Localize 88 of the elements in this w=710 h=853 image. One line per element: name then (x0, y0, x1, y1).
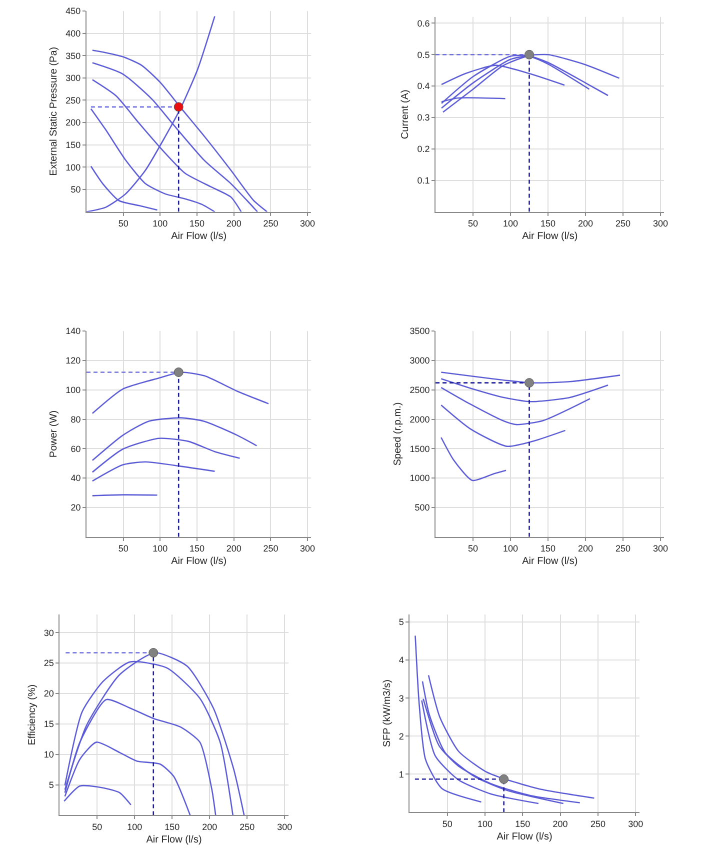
x-axis-title: Air Flow (l/s) (146, 834, 202, 846)
y-tick-label: 0.1 (417, 176, 430, 186)
x-tick-label: 150 (190, 218, 205, 229)
y-tick-label: 80 (70, 414, 81, 424)
x-tick-label: 300 (277, 822, 292, 832)
x-tick-label: 300 (628, 819, 644, 830)
y-tick-label: 20 (70, 502, 81, 513)
y-tick-label: 1000 (410, 473, 430, 484)
x-tick-label: 250 (615, 544, 631, 554)
x-axis-title: Air Flow (l/s) (522, 556, 578, 568)
x-axis-title: Air Flow (l/s) (522, 231, 578, 242)
y-tick-label: 450 (66, 6, 81, 16)
x-tick-label: 50 (92, 822, 102, 832)
y-tick-label: 0.4 (417, 81, 430, 92)
x-axis-title: Air Flow (l/s) (171, 231, 227, 242)
x-tick-label: 200 (578, 544, 594, 554)
x-tick-label: 100 (152, 218, 168, 229)
y-tick-label: 2000 (410, 414, 430, 424)
y-tick-label: 50 (70, 184, 81, 195)
y-tick-label: 30 (44, 628, 54, 638)
x-tick-label: 100 (477, 819, 493, 830)
x-tick-label: 200 (578, 218, 594, 229)
x-tick-label: 50 (468, 544, 478, 554)
x-axis-title: Air Flow (l/s) (171, 556, 227, 568)
x-tick-label: 200 (552, 819, 568, 830)
y-tick-label: 5 (398, 617, 404, 628)
y-tick-label: 25 (44, 658, 54, 668)
x-tick-label: 300 (300, 544, 316, 554)
y-tick-label: 100 (66, 162, 81, 172)
x-axis-title: Air Flow (l/s) (496, 832, 552, 843)
x-tick-label: 150 (540, 218, 556, 229)
x-tick-label: 300 (652, 218, 668, 229)
y-axis-title: Efficiency (%) (26, 684, 38, 746)
y-tick-label: 10 (44, 750, 54, 760)
x-tick-label: 100 (127, 822, 142, 832)
y-tick-label: 400 (66, 28, 81, 38)
y-tick-label: 250 (66, 95, 81, 106)
x-tick-label: 100 (502, 218, 518, 229)
y-tick-label: 20 (44, 688, 54, 699)
y-tick-label: 1500 (410, 444, 430, 454)
x-tick-label: 100 (502, 544, 518, 554)
x-tick-label: 200 (202, 822, 218, 832)
y-axis-title: External Static Pressure (Pa) (48, 46, 60, 176)
y-axis-title: Current (A) (400, 90, 412, 140)
x-tick-label: 50 (442, 819, 452, 830)
y-tick-label: 2500 (410, 385, 430, 396)
x-tick-label: 200 (226, 544, 242, 554)
y-axis-title: SFP (kW/m3/s) (382, 680, 393, 748)
y-tick-label: 4 (398, 655, 404, 666)
y-tick-label: 150 (66, 140, 81, 150)
x-tick-label: 250 (590, 819, 606, 830)
y-tick-label: 0.2 (417, 144, 430, 154)
y-tick-label: 3 (398, 693, 404, 704)
x-tick-label: 150 (515, 819, 530, 830)
x-tick-label: 250 (263, 544, 278, 554)
x-tick-label: 250 (263, 218, 278, 229)
y-tick-label: 140 (66, 326, 81, 336)
y-tick-label: 3000 (410, 356, 430, 366)
y-tick-label: 0.3 (417, 112, 430, 123)
x-tick-label: 300 (300, 218, 316, 229)
y-tick-label: 5 (48, 780, 54, 790)
x-tick-label: 250 (240, 822, 255, 832)
x-tick-label: 50 (118, 218, 128, 229)
x-tick-label: 150 (190, 544, 205, 554)
y-tick-label: 15 (44, 719, 54, 730)
y-axis-title: Speed (r.p.m.) (392, 402, 404, 466)
x-tick-label: 250 (615, 218, 631, 229)
y-tick-label: 120 (66, 356, 81, 366)
y-tick-label: 500 (414, 502, 430, 513)
y-axis-title: Power (W) (48, 410, 60, 458)
y-tick-label: 200 (66, 118, 81, 128)
y-tick-label: 0.6 (417, 18, 430, 28)
y-tick-label: 60 (70, 444, 81, 454)
x-tick-label: 150 (164, 822, 180, 832)
y-tick-label: 100 (66, 385, 81, 396)
y-tick-label: 3500 (410, 326, 430, 336)
y-tick-label: 0.5 (417, 50, 430, 60)
y-tick-label: 1 (398, 769, 404, 780)
y-tick-label: 40 (70, 473, 81, 484)
y-tick-label: 2 (398, 731, 404, 742)
y-tick-label: 300 (66, 73, 81, 84)
x-tick-label: 50 (468, 218, 478, 229)
x-tick-label: 300 (652, 544, 668, 554)
x-tick-label: 150 (540, 544, 556, 554)
x-tick-label: 200 (226, 218, 242, 229)
x-tick-label: 100 (152, 544, 168, 554)
y-tick-label: 350 (66, 50, 81, 61)
x-tick-label: 50 (118, 544, 128, 554)
